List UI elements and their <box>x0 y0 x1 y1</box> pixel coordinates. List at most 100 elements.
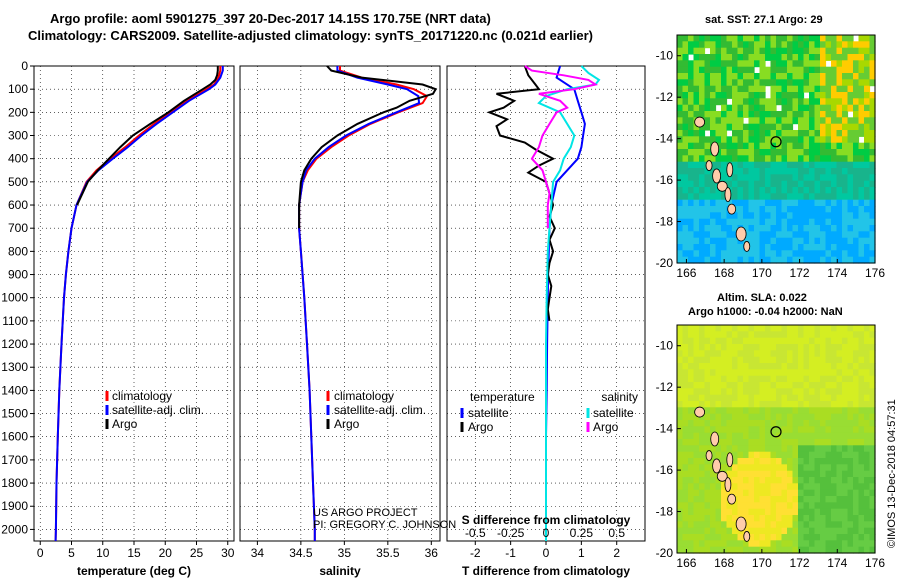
map-cell <box>688 489 695 497</box>
map-cell <box>688 350 695 358</box>
map-cell <box>798 142 805 150</box>
map-cell <box>699 502 706 510</box>
map-cell <box>682 508 689 516</box>
map-cell <box>677 407 684 415</box>
map-cell <box>726 142 733 150</box>
map-cell <box>765 527 772 535</box>
map-cell <box>748 136 755 144</box>
map-cell <box>721 502 728 510</box>
map-cell <box>825 66 832 74</box>
map-cell <box>748 325 755 332</box>
map-cell <box>704 92 711 99</box>
map-cell <box>699 356 706 364</box>
map-cell <box>776 174 783 182</box>
map-cell <box>831 363 838 370</box>
map-cell <box>831 439 838 446</box>
map-cell <box>798 117 805 125</box>
map-cell <box>743 92 750 99</box>
map-cell <box>798 104 805 112</box>
map-cell <box>820 407 827 415</box>
series-argo <box>298 65 438 229</box>
map-cell <box>704 337 711 345</box>
map-cell <box>792 451 799 459</box>
map-cell <box>798 155 805 163</box>
map-cell <box>781 382 788 389</box>
map-cell <box>721 496 728 503</box>
map-cell <box>836 155 843 163</box>
map-cell <box>853 401 860 408</box>
map-cell <box>693 92 700 99</box>
map-cell <box>809 331 816 339</box>
map-cell <box>699 161 706 169</box>
map-cell <box>781 123 788 131</box>
map-cell <box>820 356 827 364</box>
map-cell <box>765 445 772 453</box>
map-cell <box>748 73 755 80</box>
map-cell <box>776 540 783 548</box>
map-cell <box>688 369 695 377</box>
map-cell <box>688 470 695 478</box>
map-x-tick-label: 168 <box>714 266 734 280</box>
map-cell <box>737 54 744 61</box>
map-cell <box>787 540 794 548</box>
map-cell <box>759 515 766 522</box>
map-cell <box>787 79 794 87</box>
map-cell <box>726 388 733 396</box>
map-cell <box>688 388 695 396</box>
map-cell <box>693 123 700 131</box>
map-cell <box>743 458 750 465</box>
map-cell <box>820 420 827 427</box>
map-cell <box>787 73 794 80</box>
map-cell <box>836 250 843 258</box>
map-cell <box>710 85 717 93</box>
map-cell <box>754 168 761 175</box>
map-cell <box>754 54 761 61</box>
map-cell <box>809 174 816 182</box>
map-cell <box>688 325 695 332</box>
map-cell <box>743 451 750 459</box>
map-cell <box>770 231 777 239</box>
map-cell <box>715 47 722 55</box>
map-cell <box>798 388 805 396</box>
map-cell <box>803 470 810 478</box>
map-cell <box>781 79 788 87</box>
map-cell <box>869 212 876 220</box>
map-cell <box>864 420 871 427</box>
map-cell <box>781 149 788 156</box>
map-cell <box>732 54 739 61</box>
map-cell <box>836 218 843 226</box>
map-cell <box>721 445 728 453</box>
map-cell <box>809 66 816 74</box>
map-cell <box>688 161 695 169</box>
map-cell <box>798 168 805 175</box>
map-cell <box>864 104 871 112</box>
map-cell <box>770 79 777 87</box>
map-cell <box>847 344 854 351</box>
map-y-tick-label: -14 <box>656 422 674 436</box>
y-tick-label: 100 <box>8 82 28 96</box>
map-cell <box>809 155 816 163</box>
map-cell <box>820 470 827 478</box>
map-cell <box>677 515 684 522</box>
map-cell <box>776 458 783 465</box>
legend-head-salinity: salinity <box>601 390 638 404</box>
map-cell <box>792 356 799 364</box>
map-cell <box>787 85 794 93</box>
map-cell <box>798 225 805 232</box>
map-cell <box>803 123 810 131</box>
map-cell <box>792 546 799 554</box>
map-cell <box>759 331 766 339</box>
map-cell <box>814 130 821 137</box>
map-cell <box>704 350 711 358</box>
map-cell <box>704 256 711 264</box>
map-cell <box>869 47 876 55</box>
x-tick-label: 34.5 <box>289 546 313 560</box>
map-cell <box>858 199 865 207</box>
map-cell <box>776 73 783 80</box>
map-y-tick-label: -16 <box>656 463 674 477</box>
map-cell <box>710 66 717 74</box>
map-cell <box>787 206 794 213</box>
map-cell <box>858 66 865 74</box>
map-cell <box>759 344 766 351</box>
map-cell <box>787 401 794 408</box>
